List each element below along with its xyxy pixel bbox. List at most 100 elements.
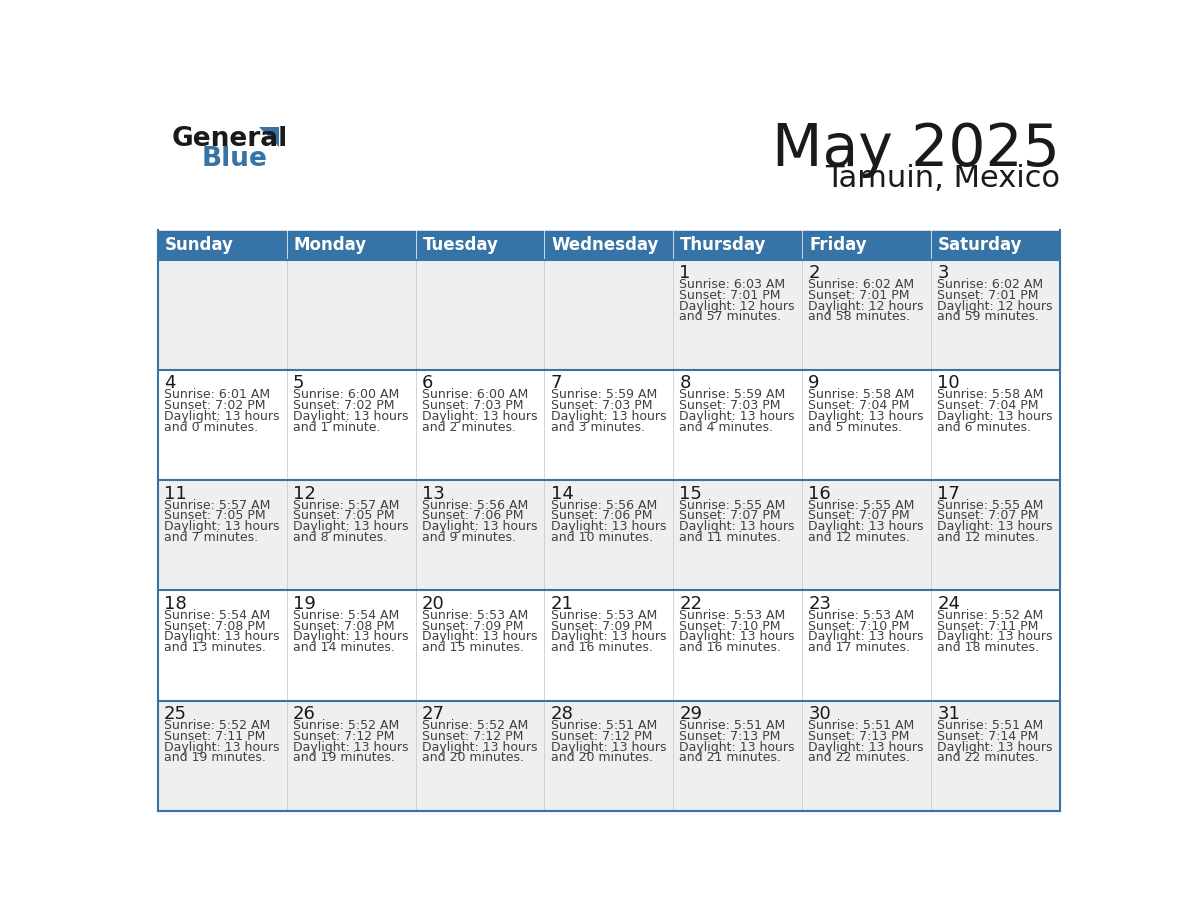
Text: Sunset: 7:07 PM: Sunset: 7:07 PM (808, 509, 910, 522)
Text: and 6 minutes.: and 6 minutes. (937, 420, 1031, 433)
Text: Daylight: 13 hours: Daylight: 13 hours (550, 521, 666, 533)
Text: 3: 3 (937, 264, 949, 282)
Text: May 2025: May 2025 (772, 121, 1060, 178)
Text: Blue: Blue (201, 146, 267, 172)
Text: Sunset: 7:07 PM: Sunset: 7:07 PM (937, 509, 1038, 522)
Text: Daylight: 12 hours: Daylight: 12 hours (937, 299, 1053, 313)
Text: Daylight: 13 hours: Daylight: 13 hours (808, 409, 924, 423)
Text: 7: 7 (550, 375, 562, 392)
Text: 28: 28 (550, 705, 574, 723)
Text: Sunrise: 5:52 AM: Sunrise: 5:52 AM (293, 719, 399, 732)
Text: Sunset: 7:14 PM: Sunset: 7:14 PM (937, 730, 1038, 743)
Text: Sunset: 7:06 PM: Sunset: 7:06 PM (550, 509, 652, 522)
Text: and 22 minutes.: and 22 minutes. (937, 752, 1040, 765)
Text: Wednesday: Wednesday (551, 236, 659, 254)
Text: Daylight: 13 hours: Daylight: 13 hours (680, 409, 795, 423)
Bar (286, 230, 416, 260)
Text: and 18 minutes.: and 18 minutes. (937, 641, 1040, 655)
Text: 15: 15 (680, 485, 702, 503)
Text: Daylight: 13 hours: Daylight: 13 hours (164, 409, 279, 423)
Text: Sunrise: 6:02 AM: Sunrise: 6:02 AM (808, 278, 915, 291)
Text: 18: 18 (164, 595, 187, 613)
Text: Sunset: 7:09 PM: Sunset: 7:09 PM (550, 620, 652, 633)
Text: 30: 30 (808, 705, 832, 723)
Text: Daylight: 13 hours: Daylight: 13 hours (808, 521, 924, 533)
Text: Sunrise: 5:55 AM: Sunrise: 5:55 AM (808, 498, 915, 511)
Text: and 8 minutes.: and 8 minutes. (293, 531, 387, 543)
Text: Daylight: 13 hours: Daylight: 13 hours (422, 409, 537, 423)
Text: Daylight: 13 hours: Daylight: 13 hours (937, 741, 1053, 754)
Text: Sunset: 7:01 PM: Sunset: 7:01 PM (808, 289, 910, 302)
Text: Daylight: 13 hours: Daylight: 13 hours (808, 741, 924, 754)
Text: 14: 14 (550, 485, 574, 503)
Text: Sunset: 7:08 PM: Sunset: 7:08 PM (164, 620, 266, 633)
Text: Sunset: 7:03 PM: Sunset: 7:03 PM (422, 399, 523, 412)
Text: and 11 minutes.: and 11 minutes. (680, 531, 782, 543)
Bar (544, 230, 674, 260)
Text: Daylight: 13 hours: Daylight: 13 hours (550, 409, 666, 423)
Bar (158, 370, 1060, 480)
Text: 22: 22 (680, 595, 702, 613)
Text: 25: 25 (164, 705, 187, 723)
Text: 19: 19 (293, 595, 316, 613)
Text: Sunrise: 5:56 AM: Sunrise: 5:56 AM (422, 498, 527, 511)
Text: and 5 minutes.: and 5 minutes. (808, 420, 903, 433)
Text: Daylight: 13 hours: Daylight: 13 hours (293, 409, 409, 423)
Text: Sunset: 7:09 PM: Sunset: 7:09 PM (422, 620, 523, 633)
Text: Sunset: 7:03 PM: Sunset: 7:03 PM (550, 399, 652, 412)
Text: Friday: Friday (809, 236, 867, 254)
Text: and 12 minutes.: and 12 minutes. (937, 531, 1040, 543)
Text: and 4 minutes.: and 4 minutes. (680, 420, 773, 433)
Text: and 19 minutes.: and 19 minutes. (293, 752, 394, 765)
Text: 1: 1 (680, 264, 691, 282)
Text: 12: 12 (293, 485, 316, 503)
Text: Monday: Monday (293, 236, 367, 254)
Text: Sunrise: 5:51 AM: Sunrise: 5:51 AM (550, 719, 657, 732)
Text: 20: 20 (422, 595, 444, 613)
Text: and 19 minutes.: and 19 minutes. (164, 752, 266, 765)
Text: Sunset: 7:11 PM: Sunset: 7:11 PM (937, 620, 1038, 633)
Text: Sunrise: 5:59 AM: Sunrise: 5:59 AM (550, 388, 657, 401)
Text: Sunset: 7:10 PM: Sunset: 7:10 PM (680, 620, 781, 633)
Text: Sunrise: 5:58 AM: Sunrise: 5:58 AM (808, 388, 915, 401)
Text: 29: 29 (680, 705, 702, 723)
Bar (158, 700, 1060, 811)
Text: Sunrise: 5:55 AM: Sunrise: 5:55 AM (680, 498, 785, 511)
Text: 4: 4 (164, 375, 176, 392)
Text: Sunrise: 5:53 AM: Sunrise: 5:53 AM (680, 609, 785, 621)
Text: and 0 minutes.: and 0 minutes. (164, 420, 258, 433)
Text: and 7 minutes.: and 7 minutes. (164, 531, 258, 543)
Text: and 1 minute.: and 1 minute. (293, 420, 380, 433)
Text: 10: 10 (937, 375, 960, 392)
Text: and 59 minutes.: and 59 minutes. (937, 310, 1040, 323)
Polygon shape (259, 127, 279, 147)
Text: Sunset: 7:06 PM: Sunset: 7:06 PM (422, 509, 523, 522)
Text: Sunrise: 6:00 AM: Sunrise: 6:00 AM (293, 388, 399, 401)
Text: Daylight: 13 hours: Daylight: 13 hours (293, 521, 409, 533)
Text: Sunrise: 6:01 AM: Sunrise: 6:01 AM (164, 388, 270, 401)
Text: Daylight: 13 hours: Daylight: 13 hours (550, 631, 666, 644)
Text: and 9 minutes.: and 9 minutes. (422, 531, 516, 543)
Text: Daylight: 13 hours: Daylight: 13 hours (422, 631, 537, 644)
Text: and 21 minutes.: and 21 minutes. (680, 752, 782, 765)
Text: Sunset: 7:12 PM: Sunset: 7:12 PM (550, 730, 652, 743)
Text: Daylight: 12 hours: Daylight: 12 hours (680, 299, 795, 313)
Bar (158, 260, 1060, 370)
Text: Sunrise: 5:56 AM: Sunrise: 5:56 AM (550, 498, 657, 511)
Text: 27: 27 (422, 705, 444, 723)
Text: 16: 16 (808, 485, 832, 503)
Text: and 16 minutes.: and 16 minutes. (680, 641, 782, 655)
Text: Tamuin, Mexico: Tamuin, Mexico (824, 164, 1060, 193)
Text: and 13 minutes.: and 13 minutes. (164, 641, 266, 655)
Text: Sunrise: 6:00 AM: Sunrise: 6:00 AM (422, 388, 527, 401)
Text: Sunset: 7:01 PM: Sunset: 7:01 PM (680, 289, 781, 302)
Text: and 20 minutes.: and 20 minutes. (550, 752, 652, 765)
Text: Sunrise: 6:03 AM: Sunrise: 6:03 AM (680, 278, 785, 291)
Text: Sunset: 7:04 PM: Sunset: 7:04 PM (808, 399, 910, 412)
Text: Sunset: 7:05 PM: Sunset: 7:05 PM (164, 509, 266, 522)
Text: and 10 minutes.: and 10 minutes. (550, 531, 652, 543)
Text: and 57 minutes.: and 57 minutes. (680, 310, 782, 323)
Text: and 3 minutes.: and 3 minutes. (550, 420, 645, 433)
Text: Sunset: 7:11 PM: Sunset: 7:11 PM (164, 730, 265, 743)
Text: Sunrise: 5:52 AM: Sunrise: 5:52 AM (937, 609, 1043, 621)
